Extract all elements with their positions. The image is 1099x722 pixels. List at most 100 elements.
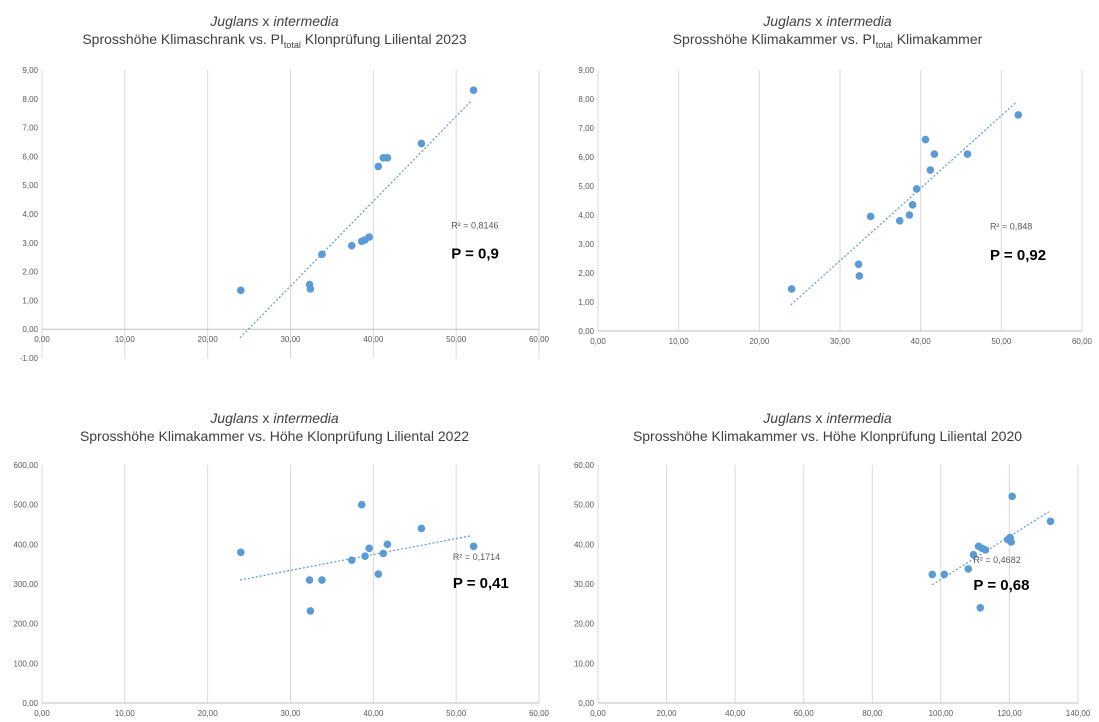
x-tick-label: 0,00	[590, 709, 606, 718]
data-point	[347, 241, 356, 250]
y-tick-label: 7,00	[578, 124, 594, 133]
x-tick-label: 20,00	[657, 709, 678, 718]
y-tick-label: 4,00	[578, 211, 594, 220]
r-squared-label: R² = 0,848	[990, 222, 1032, 232]
x-tick-label: 60,00	[529, 335, 549, 344]
r-squared-label: R² = 0,1714	[453, 552, 500, 562]
data-point	[365, 233, 373, 241]
x-tick-label: 20,00	[198, 335, 219, 344]
scatter-plot: -1,00 0,00 1,00 2,00 3,00 4,00 5,00 6,00 7,00 8,0…	[20, 66, 549, 361]
scatter-plot: 0,00 10,00 20,00 30,00 40,00 50,00 60,00 0,00 20…	[574, 461, 1091, 718]
data-point	[1007, 538, 1015, 546]
data-point	[981, 546, 990, 554]
trendline	[239, 99, 473, 339]
y-tick-label: 0,00	[22, 325, 38, 334]
data-point	[305, 576, 314, 584]
data-point	[921, 135, 930, 144]
data-point	[928, 570, 937, 579]
title-italic-word: Juglans	[763, 410, 812, 426]
title-subscript: total	[283, 39, 301, 50]
data-point	[930, 150, 939, 158]
p-value-label: P = 0,41	[453, 575, 509, 592]
data-point	[855, 272, 864, 280]
title-italic-word-2: intermedia	[273, 410, 339, 426]
chart-title: Juglans x intermedia Sprosshöhe Klimasch…	[0, 12, 549, 54]
data-point	[976, 604, 985, 612]
x-tick-label: 40,00	[725, 709, 746, 718]
y-tick-label: 6,00	[578, 153, 594, 162]
scatter-plot: 0,00 100,00 200,00 300,00 400,00 500,00 600,00…	[14, 461, 549, 718]
x-tick-label: 100,00	[929, 709, 954, 718]
title-subscript: total	[875, 39, 893, 50]
x-tick-label: 60,00	[529, 709, 549, 718]
y-tick-label: 1,00	[22, 296, 38, 305]
y-tick-label: 20,00	[574, 620, 595, 629]
title-connector: x	[811, 410, 827, 426]
chart-title: Juglans x intermedia Sprosshöhe Klimakam…	[0, 409, 549, 451]
data-point	[306, 285, 315, 293]
data-point	[963, 150, 972, 158]
data-point	[357, 500, 366, 509]
x-tick-label: 50,00	[446, 709, 467, 718]
y-tick-label: 0,00	[578, 699, 594, 708]
y-tick-label: 8,00	[22, 95, 38, 104]
y-tick-label: 600,00	[14, 461, 39, 470]
trendline	[790, 101, 1018, 306]
y-tick-label: 60,00	[574, 461, 595, 470]
chart-panel-2: Juglans x intermedia Sprosshöhe Klimakam…	[556, 0, 1099, 361]
y-tick-label: 200,00	[14, 620, 39, 629]
y-tick-label: 3,00	[22, 239, 38, 248]
data-point	[912, 185, 921, 193]
title-italic-word-2: intermedia	[826, 410, 892, 426]
title-main: Sprosshöhe Klimakammer vs. Höhe Klonprüf…	[632, 428, 1023, 444]
data-point	[383, 154, 392, 162]
y-tick-label: 6,00	[22, 152, 38, 161]
y-tick-label: 0,00	[22, 699, 38, 708]
p-value-label: P = 0,9	[451, 246, 499, 263]
x-tick-label: 0,00	[34, 709, 50, 718]
title-main: Sprosshöhe Klimakammer vs. Höhe Klonprüf…	[79, 428, 470, 444]
x-tick-label: 20,00	[198, 709, 219, 718]
data-point	[237, 548, 245, 557]
data-point	[365, 544, 373, 553]
title-main: Sprosshöhe Klimakammer vs. PI	[672, 31, 876, 47]
y-tick-label: 10,00	[574, 659, 595, 668]
data-point	[469, 542, 478, 551]
data-point	[383, 540, 392, 549]
y-tick-label: 5,00	[22, 181, 38, 190]
y-tick-label: 0,00	[578, 327, 594, 336]
chart-panel-4: Juglans x intermedia Sprosshöhe Klimakam…	[556, 398, 1099, 722]
data-point	[895, 217, 904, 225]
x-tick-label: 140,00	[1066, 709, 1091, 718]
trendline	[239, 535, 473, 581]
title-italic-word: Juglans	[763, 13, 812, 29]
y-tick-label: 3,00	[578, 240, 594, 249]
y-tick-label: 4,00	[22, 210, 38, 219]
title-italic-word-2: intermedia	[826, 13, 892, 29]
data-point	[361, 552, 369, 561]
y-tick-label: 30,00	[574, 580, 595, 589]
data-point	[306, 607, 315, 615]
r-squared-label: R² = 0,4682	[973, 555, 1020, 565]
y-tick-label: 9,00	[578, 66, 594, 75]
data-point	[1014, 111, 1023, 119]
y-tick-label: 9,00	[22, 66, 38, 75]
x-tick-label: 40,00	[911, 337, 932, 346]
x-tick-label: 60,00	[1072, 337, 1093, 346]
p-value-label: P = 0,68	[973, 577, 1029, 594]
title-connector: x	[258, 410, 274, 426]
y-tick-label: 40,00	[574, 540, 595, 549]
data-point	[926, 166, 935, 174]
y-tick-label: 8,00	[578, 95, 594, 104]
y-tick-label: 50,00	[574, 501, 595, 510]
data-point	[469, 86, 478, 94]
chart-panel-3: Juglans x intermedia Sprosshöhe Klimakam…	[0, 398, 549, 722]
x-tick-label: 50,00	[991, 337, 1012, 346]
x-tick-label: 30,00	[830, 337, 851, 346]
data-point	[374, 162, 383, 171]
title-italic-word-2: intermedia	[273, 13, 339, 29]
y-tick-label: 2,00	[578, 269, 594, 278]
y-tick-label: 5,00	[578, 182, 594, 191]
x-tick-label: 20,00	[749, 337, 770, 346]
data-point	[787, 285, 796, 293]
